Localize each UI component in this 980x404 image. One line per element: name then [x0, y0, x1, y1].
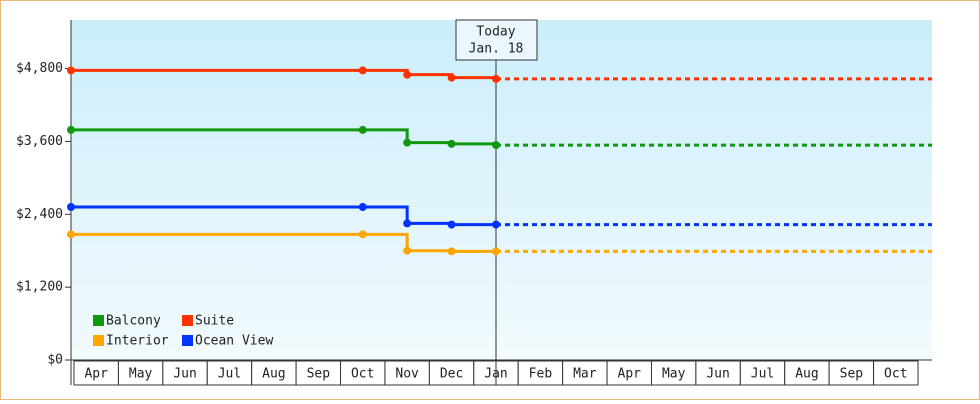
x-tick-label: Jul: [218, 367, 241, 382]
data-point: [358, 230, 367, 239]
data-point: [358, 125, 367, 134]
plot-area: [71, 20, 932, 360]
data-point: [403, 219, 412, 228]
y-tick-label: $4,800: [16, 61, 63, 76]
x-tick-box: [650, 360, 697, 386]
data-point: [67, 125, 75, 134]
legend-swatch: [93, 335, 104, 346]
data-point: [447, 247, 456, 256]
x-tick-label: Jun: [706, 367, 729, 382]
x-tick-box: [873, 360, 919, 386]
x-tick-label: Jun: [173, 367, 196, 382]
today-date: Jan. 18: [469, 42, 524, 57]
data-point: [403, 138, 412, 147]
x-tick-label: Sep: [307, 367, 331, 382]
data-point: [403, 70, 412, 79]
x-tick-box: [606, 360, 652, 386]
x-tick-label: Aug: [262, 367, 285, 382]
data-point: [67, 230, 75, 239]
data-point: [67, 66, 75, 75]
y-tick-label: $2,400: [16, 207, 63, 222]
data-point: [447, 220, 456, 229]
legend-label: Balcony: [106, 314, 161, 329]
legend-swatch: [182, 315, 193, 326]
y-tick-label: $0: [47, 353, 63, 368]
x-tick-box: [428, 360, 475, 386]
data-point: [403, 246, 412, 255]
x-tick-box: [206, 360, 253, 386]
data-point: [447, 73, 456, 82]
legend-label: Ocean View: [195, 334, 273, 349]
x-tick-box: [739, 360, 786, 386]
x-tick-label: Apr: [84, 367, 108, 382]
x-tick-box: [517, 360, 564, 386]
x-tick-box: [117, 360, 164, 386]
x-tick-label: Jul: [751, 367, 774, 382]
data-point: [358, 203, 367, 211]
x-tick-box: [295, 360, 342, 386]
x-tick-box: [384, 360, 430, 386]
x-tick-label: Mar: [573, 367, 597, 382]
data-point: [358, 66, 367, 75]
y-tick-label: $3,600: [16, 134, 63, 149]
legend-swatch: [182, 335, 193, 346]
legend-label: Suite: [195, 314, 234, 329]
x-tick-box: [695, 360, 741, 386]
data-point: [67, 203, 75, 211]
today-label: Today: [476, 25, 515, 40]
x-tick-label: Aug: [795, 367, 818, 382]
x-tick-label: Sep: [840, 367, 864, 382]
x-tick-label: Oct: [351, 367, 374, 382]
y-tick-label: $1,200: [16, 280, 63, 295]
data-point: [447, 139, 456, 148]
today-box: [455, 19, 538, 61]
x-tick-label: Feb: [529, 367, 553, 382]
x-tick-box: [340, 360, 386, 386]
x-tick-box: [562, 360, 608, 386]
x-tick-label: Apr: [618, 367, 642, 382]
x-tick-box: [73, 360, 119, 386]
x-tick-box: [162, 360, 208, 386]
legend-swatch: [93, 315, 104, 326]
x-tick-box: [828, 360, 875, 386]
x-tick-label: Dec: [440, 367, 463, 382]
legend-label: Interior: [106, 334, 169, 349]
x-tick-label: May: [129, 367, 153, 382]
x-tick-box: [251, 360, 297, 386]
x-tick-label: Nov: [395, 367, 419, 382]
x-tick-label: May: [662, 367, 686, 382]
x-tick-label: Oct: [884, 367, 907, 382]
